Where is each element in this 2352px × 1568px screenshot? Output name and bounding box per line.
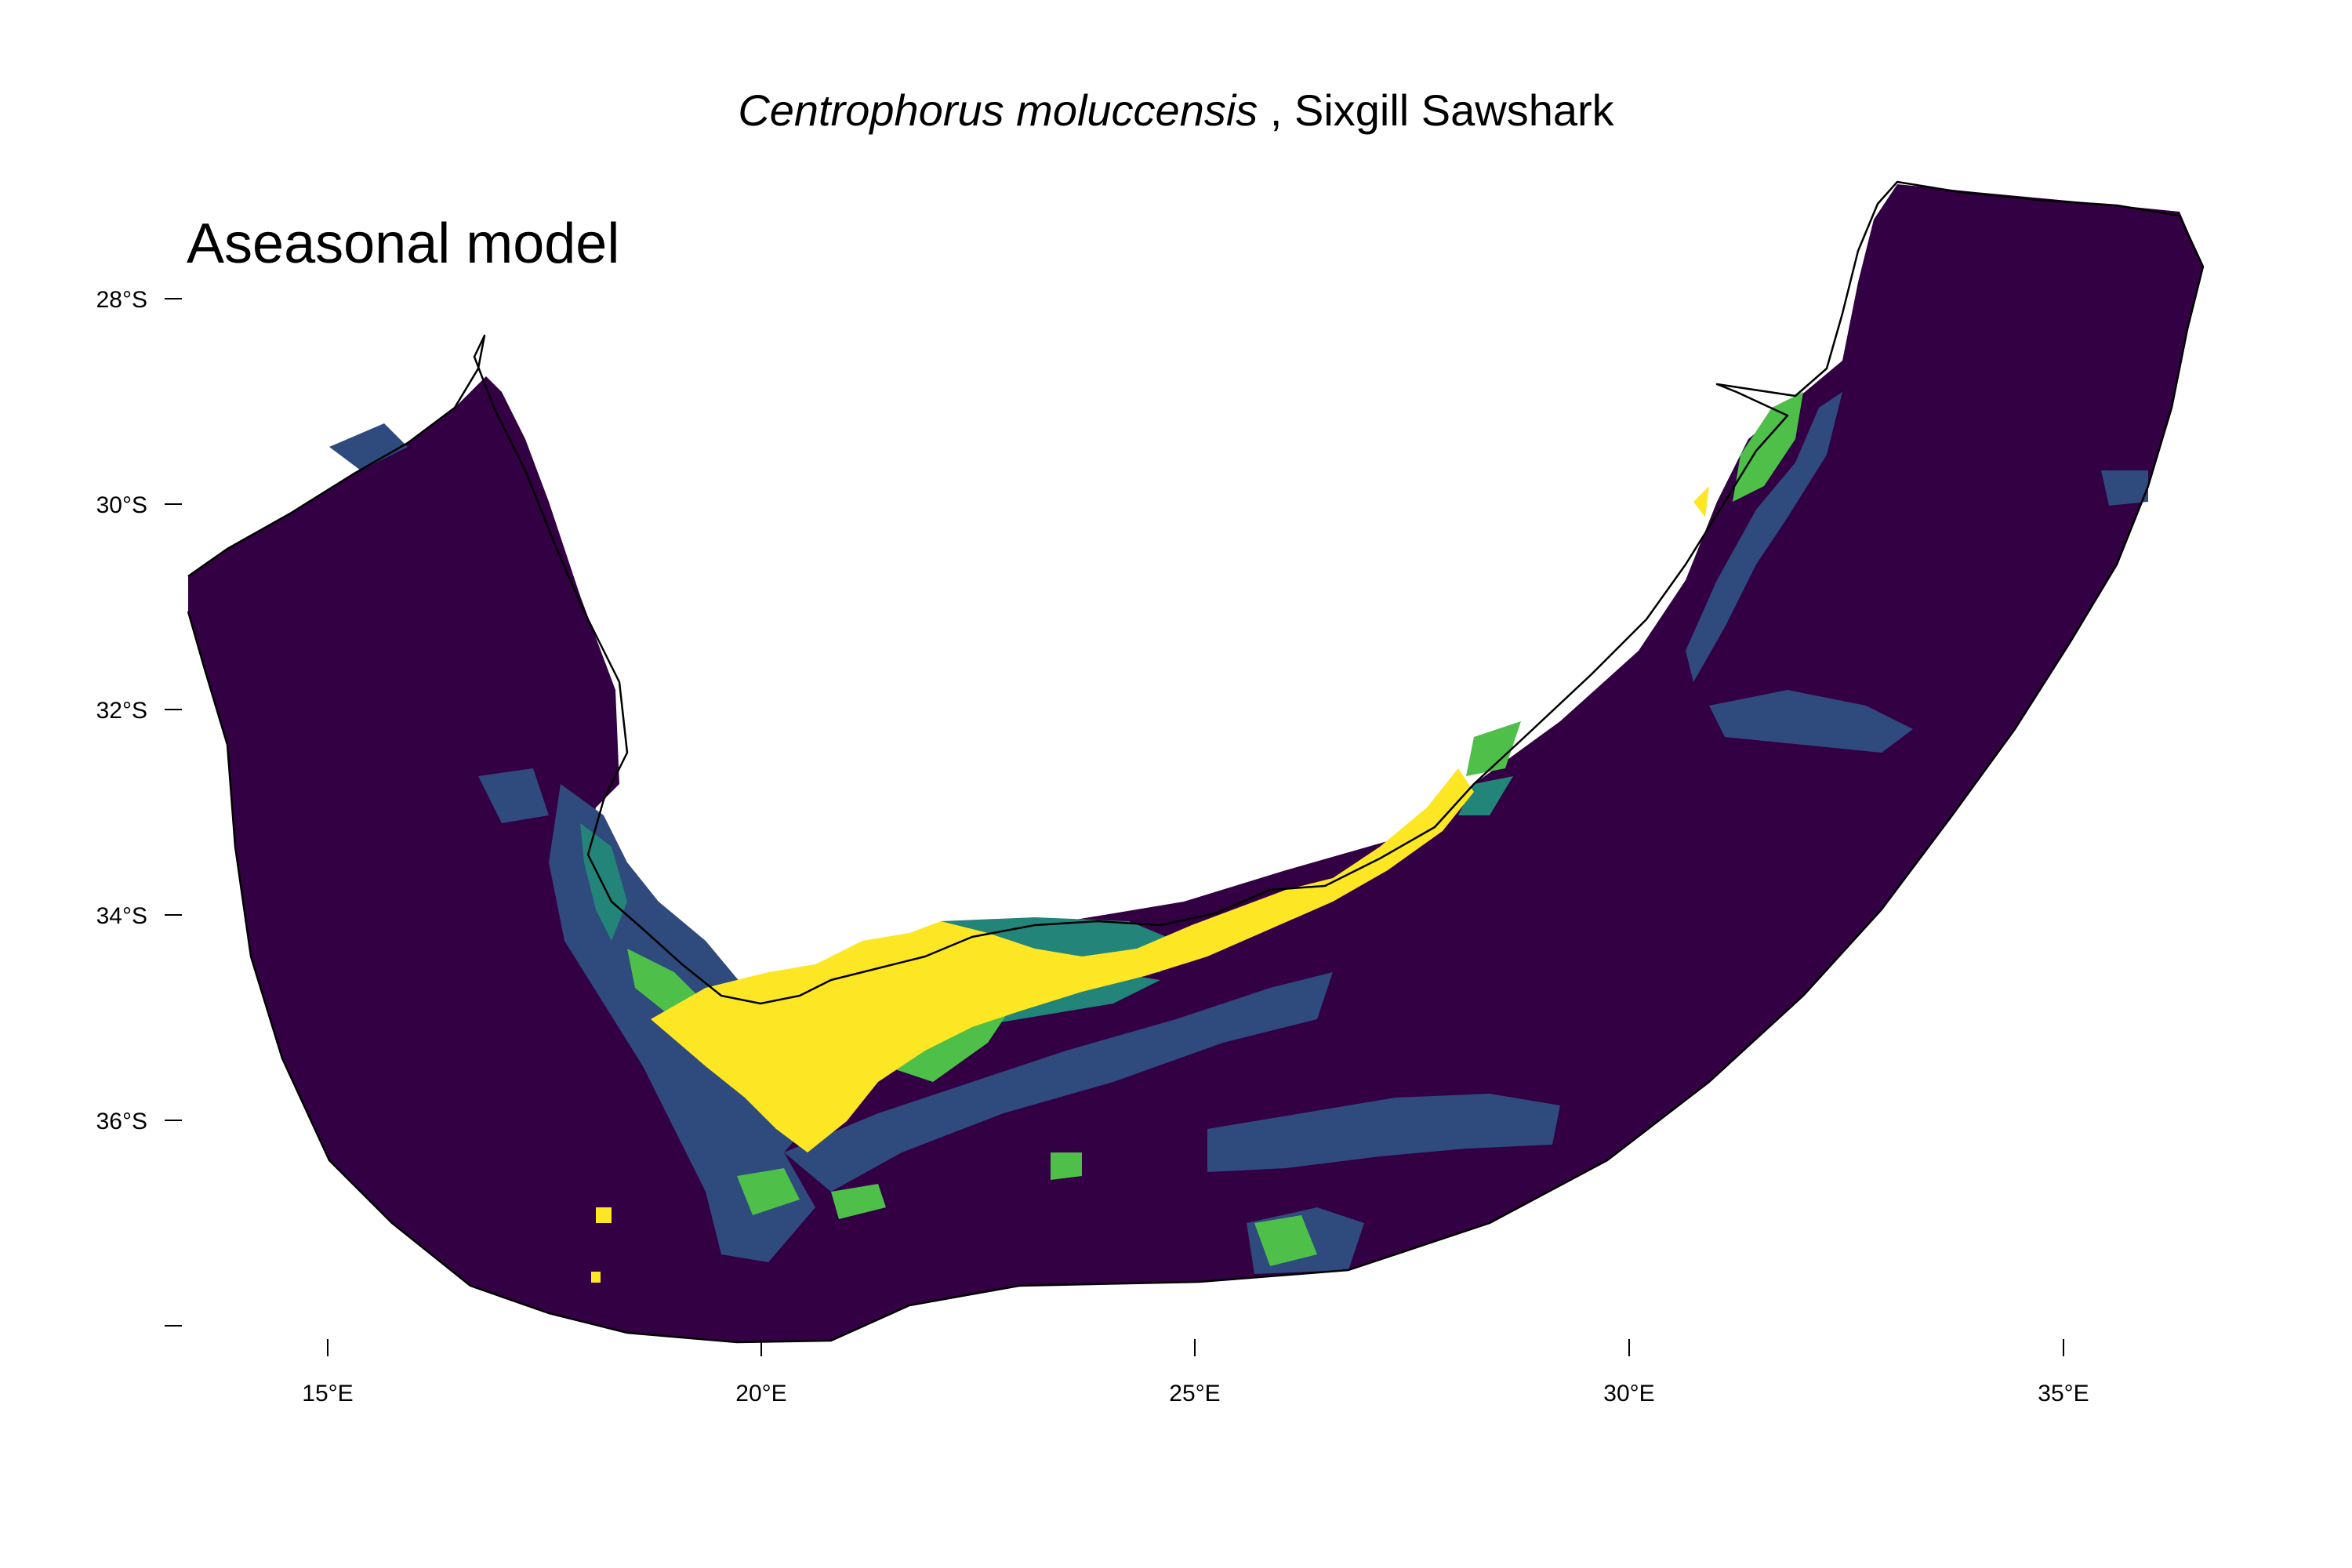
raster-patch-4b bbox=[596, 1207, 612, 1223]
lat-tick-label-0: 28°S bbox=[96, 287, 147, 313]
lat-tick-label-4: 36°S bbox=[96, 1109, 147, 1134]
lon-tick-label-3: 30°E bbox=[1603, 1381, 1654, 1406]
raster-band-1-shelf bbox=[784, 972, 1333, 1192]
lat-tick-label-3: 34°S bbox=[96, 903, 147, 929]
axes-layer: 15°E 20°E 25°E 30°E 35°E 28°S 30°S 32°S 34°S 36°S bbox=[96, 287, 2089, 1406]
coastline bbox=[187, 180, 2205, 1344]
scientific-name: Centrophorus moluccensis bbox=[738, 85, 1258, 135]
raster-patch-4a bbox=[862, 972, 956, 1019]
lon-tick-label-1: 20°E bbox=[735, 1381, 786, 1406]
raster-patch-4d bbox=[1693, 486, 1709, 517]
raster-patch-3a bbox=[737, 1168, 800, 1215]
lat-tick-label-1: 30°S bbox=[96, 492, 147, 518]
raster-patch-3b bbox=[831, 1184, 886, 1219]
raster-band-3-north bbox=[1733, 392, 1803, 502]
raster-patch-4c bbox=[591, 1272, 601, 1283]
raster-base bbox=[188, 184, 2203, 1342]
map-title: Centrophorus moluccensis , Sixgill Sawsh… bbox=[0, 85, 2352, 136]
raster-patch-1f bbox=[329, 423, 408, 470]
raster-patch-3d bbox=[1254, 1215, 1317, 1266]
raster-patch-1c bbox=[1709, 690, 1913, 753]
raster-patch-3c bbox=[1466, 721, 1521, 776]
raster-band-2-bay bbox=[580, 823, 627, 941]
raster-patch-1a bbox=[1207, 1094, 1560, 1172]
raster-patch-3e bbox=[1051, 1152, 1082, 1180]
lat-tick-label-2: 32°S bbox=[96, 698, 147, 724]
model-label: Aseasonal model bbox=[187, 212, 620, 275]
raster-layer bbox=[188, 184, 2203, 1342]
raster-band-4-agulhas bbox=[651, 768, 1474, 1152]
lon-tick-label-4: 35°E bbox=[2038, 1381, 2089, 1406]
coastline-layer bbox=[187, 180, 2205, 1344]
title-separator: , bbox=[1258, 85, 1294, 135]
raster-patch-1e bbox=[478, 768, 549, 823]
common-name: Sixgill Sawshark bbox=[1294, 85, 1614, 135]
raster-patch-2a bbox=[1458, 776, 1513, 815]
lon-tick-label-2: 25°E bbox=[1169, 1381, 1220, 1406]
raster-patch-1d bbox=[2101, 470, 2148, 506]
lon-tick-label-0: 15°E bbox=[302, 1381, 353, 1406]
raster-band-1-north bbox=[1686, 392, 1842, 682]
